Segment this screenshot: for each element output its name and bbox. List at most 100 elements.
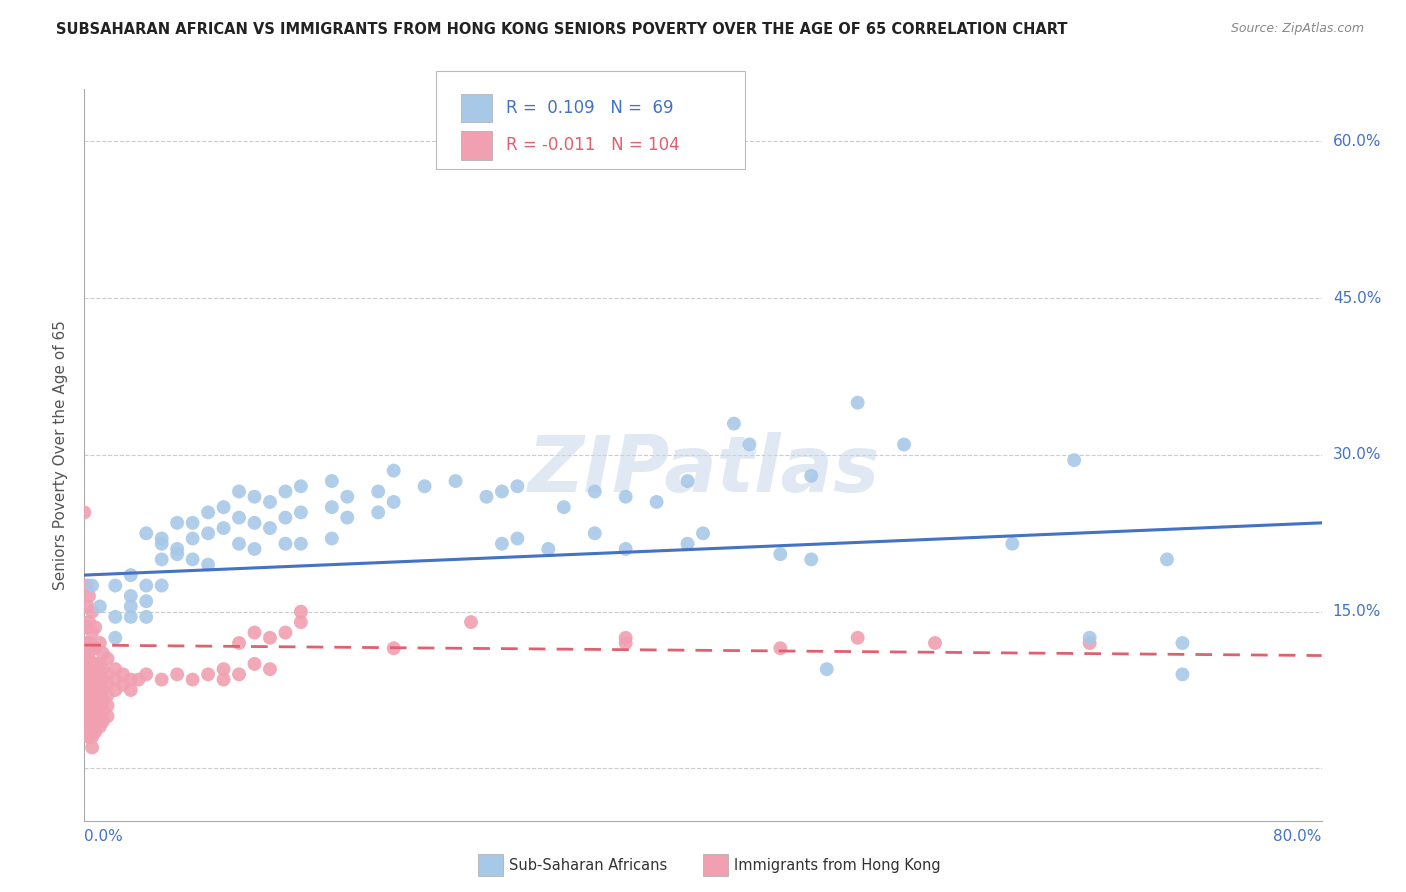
Point xyxy=(77,688,100,702)
Point xyxy=(1078,631,1101,645)
Point xyxy=(290,479,312,493)
Point xyxy=(120,599,142,614)
Point xyxy=(77,709,100,723)
Point xyxy=(290,615,312,629)
Point xyxy=(76,698,98,713)
Point xyxy=(77,589,100,603)
Point xyxy=(723,417,745,431)
Point xyxy=(82,740,104,755)
Point xyxy=(135,594,157,608)
Point xyxy=(77,615,100,629)
Point xyxy=(769,547,792,561)
Point xyxy=(166,541,188,556)
Point xyxy=(91,693,114,707)
Point xyxy=(76,620,98,634)
Point xyxy=(76,578,98,592)
Point xyxy=(84,724,107,739)
Point xyxy=(321,532,343,546)
Text: 0.0%: 0.0% xyxy=(84,829,124,844)
Point xyxy=(76,599,98,614)
Point xyxy=(181,673,204,687)
Point xyxy=(82,709,104,723)
Point xyxy=(82,625,104,640)
Point xyxy=(150,537,173,551)
Point xyxy=(150,532,173,546)
Point xyxy=(82,698,104,713)
Point xyxy=(506,479,529,493)
Point xyxy=(645,495,668,509)
Point xyxy=(228,636,250,650)
Point xyxy=(166,516,188,530)
Point xyxy=(243,541,266,556)
Point xyxy=(112,667,135,681)
Point xyxy=(150,552,173,566)
Point xyxy=(800,468,823,483)
Text: Sub-Saharan Africans: Sub-Saharan Africans xyxy=(509,858,668,872)
Text: R = -0.011   N = 104: R = -0.011 N = 104 xyxy=(506,136,679,154)
Point xyxy=(84,704,107,718)
Point xyxy=(89,657,111,671)
Point xyxy=(583,484,606,499)
Point xyxy=(1001,537,1024,551)
Point xyxy=(553,500,575,515)
Point xyxy=(91,704,114,718)
Point xyxy=(1078,636,1101,650)
Point xyxy=(96,651,118,665)
Point xyxy=(82,641,104,656)
Point xyxy=(444,474,467,488)
Text: 15.0%: 15.0% xyxy=(1333,604,1381,619)
Text: 30.0%: 30.0% xyxy=(1333,448,1381,462)
Point xyxy=(84,673,107,687)
Point xyxy=(166,547,188,561)
Point xyxy=(76,647,98,661)
Point xyxy=(197,667,219,681)
Point xyxy=(382,495,405,509)
Point xyxy=(77,667,100,681)
Point xyxy=(82,578,104,592)
Point xyxy=(228,510,250,524)
Point xyxy=(127,673,149,687)
Point xyxy=(77,698,100,713)
Point xyxy=(135,610,157,624)
Point xyxy=(96,688,118,702)
Point xyxy=(197,558,219,572)
Point xyxy=(82,667,104,681)
Point xyxy=(77,651,100,665)
Point xyxy=(76,709,98,723)
Point xyxy=(89,720,111,734)
Point xyxy=(382,464,405,478)
Point xyxy=(1063,453,1085,467)
Point xyxy=(181,516,204,530)
Point xyxy=(84,620,107,634)
Point xyxy=(84,657,107,671)
Point xyxy=(212,662,235,676)
Point xyxy=(91,673,114,687)
Point xyxy=(413,479,436,493)
Point xyxy=(336,490,359,504)
Point xyxy=(76,657,98,671)
Point xyxy=(537,541,560,556)
Point xyxy=(104,662,127,676)
Point xyxy=(290,505,312,519)
Point xyxy=(692,526,714,541)
Point xyxy=(91,714,114,729)
Point xyxy=(614,631,637,645)
Point xyxy=(924,636,946,650)
Point xyxy=(676,474,699,488)
Point xyxy=(1156,552,1178,566)
Text: Immigrants from Hong Kong: Immigrants from Hong Kong xyxy=(734,858,941,872)
Point xyxy=(104,683,127,698)
Point xyxy=(96,667,118,681)
Point xyxy=(274,537,297,551)
Point xyxy=(290,605,312,619)
Point xyxy=(89,698,111,713)
Point xyxy=(846,631,869,645)
Point xyxy=(614,636,637,650)
Point xyxy=(336,510,359,524)
Point xyxy=(89,636,111,650)
Point xyxy=(197,505,219,519)
Point xyxy=(104,578,127,592)
Point xyxy=(243,625,266,640)
Point xyxy=(104,631,127,645)
Point xyxy=(150,673,173,687)
